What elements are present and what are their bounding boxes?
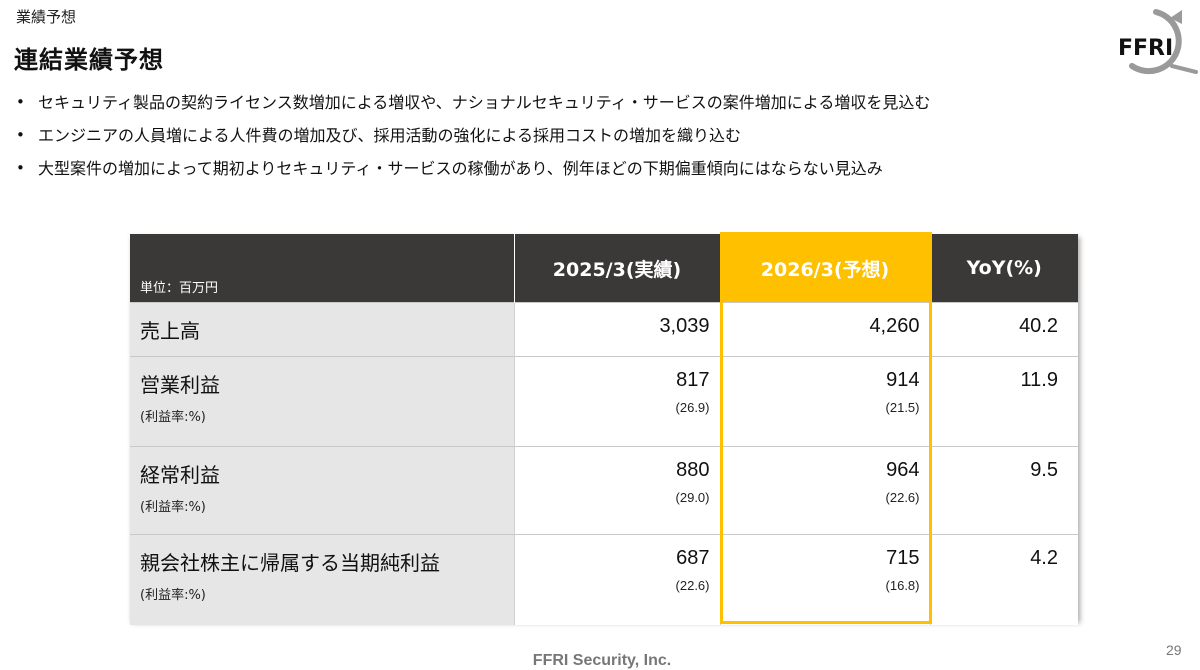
yoy-cell: 40.2 xyxy=(930,302,1078,357)
actual-margin: (22.6) xyxy=(675,578,710,593)
table-row: 売上高 3,039 4,260 40.2 xyxy=(130,302,1078,357)
actual-margin: (26.9) xyxy=(675,400,710,415)
bullet-list: セキュリティ製品の契約ライセンス数増加による増収や、ナショナルセキュリティ・サー… xyxy=(14,86,1184,185)
table-header-row: 単位：百万円 2025/3(実績) 2026/3(予想) YoY(%) xyxy=(130,234,1078,303)
row-label: 売上高 xyxy=(140,319,200,343)
yoy-value: 40.2 xyxy=(1019,315,1058,337)
yoy-cell: 11.9 xyxy=(930,356,1078,447)
row-label-cell: 親会社株主に帰属する当期純利益 (利益率:%) xyxy=(130,534,515,625)
yoy-value: 9.5 xyxy=(1030,459,1058,481)
table-row: 親会社株主に帰属する当期純利益 (利益率:%) 687 (22.6) 715 (… xyxy=(130,534,1078,625)
footer-company: FFRI Security, Inc. xyxy=(0,652,1200,670)
table-row: 経常利益 (利益率:%) 880 (29.0) 964 (22.6) 9.5 xyxy=(130,446,1078,535)
forecast-cell: 715 (16.8) xyxy=(720,534,931,625)
logo-text: FFRI xyxy=(1118,36,1174,61)
row-label-cell: 営業利益 (利益率:%) xyxy=(130,356,515,447)
actual-value: 817 xyxy=(676,369,710,391)
bullet-item: エンジニアの人員増による人件費の増加及び、採用活動の強化による採用コストの増加を… xyxy=(14,119,1184,152)
forecast-cell: 914 (21.5) xyxy=(720,356,931,447)
forecast-cell: 4,260 xyxy=(720,302,931,357)
forecast-value: 914 xyxy=(886,369,920,391)
unit-label: 単位：百万円 xyxy=(130,234,515,303)
forecast-margin: (16.8) xyxy=(885,578,920,593)
yoy-cell: 4.2 xyxy=(930,534,1078,625)
yoy-cell: 9.5 xyxy=(930,446,1078,535)
row-label-cell: 経常利益 (利益率:%) xyxy=(130,446,515,535)
row-label: 経常利益 xyxy=(140,463,220,487)
actual-cell: 687 (22.6) xyxy=(514,534,721,625)
actual-cell: 817 (26.9) xyxy=(514,356,721,447)
logo-swoosh-icon xyxy=(1129,9,1198,75)
forecast-margin: (21.5) xyxy=(885,400,920,415)
forecast-table-container: 単位：百万円 2025/3(実績) 2026/3(予想) YoY(%) 売上高 … xyxy=(130,234,1078,625)
column-header-yoy: YoY(%) xyxy=(930,234,1078,303)
forecast-margin: (22.6) xyxy=(885,490,920,505)
page-number: 29 xyxy=(1166,642,1182,658)
company-logo: FFRI xyxy=(1112,6,1200,78)
row-sublabel: (利益率:%) xyxy=(140,588,206,603)
actual-value: 687 xyxy=(676,547,710,569)
row-sublabel: (利益率:%) xyxy=(140,500,206,515)
bullet-item: 大型案件の増加によって期初よりセキュリティ・サービスの稼働があり、例年ほどの下期… xyxy=(14,152,1184,185)
forecast-value: 964 xyxy=(886,459,920,481)
actual-margin: (29.0) xyxy=(675,490,710,505)
table-row: 営業利益 (利益率:%) 817 (26.9) 914 (21.5) 11.9 xyxy=(130,356,1078,447)
actual-value: 3,039 xyxy=(659,315,710,337)
row-label-cell: 売上高 xyxy=(130,302,515,357)
section-label: 業績予想 xyxy=(16,8,77,26)
forecast-table: 単位：百万円 2025/3(実績) 2026/3(予想) YoY(%) 売上高 … xyxy=(130,234,1078,625)
forecast-cell: 964 (22.6) xyxy=(720,446,931,535)
row-sublabel: (利益率:%) xyxy=(140,410,206,425)
bullet-item: セキュリティ製品の契約ライセンス数増加による増収や、ナショナルセキュリティ・サー… xyxy=(14,86,1184,119)
yoy-value: 11.9 xyxy=(1020,369,1058,391)
actual-cell: 3,039 xyxy=(514,302,721,357)
row-label: 親会社株主に帰属する当期純利益 xyxy=(140,551,440,575)
forecast-value: 715 xyxy=(886,547,920,569)
column-header-actual: 2025/3(実績) xyxy=(514,234,721,303)
company-name: FFRI Security, Inc. xyxy=(532,652,672,669)
forecast-value: 4,260 xyxy=(869,315,920,337)
actual-cell: 880 (29.0) xyxy=(514,446,721,535)
row-label: 営業利益 xyxy=(140,373,220,397)
actual-value: 880 xyxy=(676,459,710,481)
yoy-value: 4.2 xyxy=(1030,547,1058,569)
column-header-forecast: 2026/3(予想) xyxy=(720,234,931,303)
page-title: 連結業績予想 xyxy=(14,46,164,74)
